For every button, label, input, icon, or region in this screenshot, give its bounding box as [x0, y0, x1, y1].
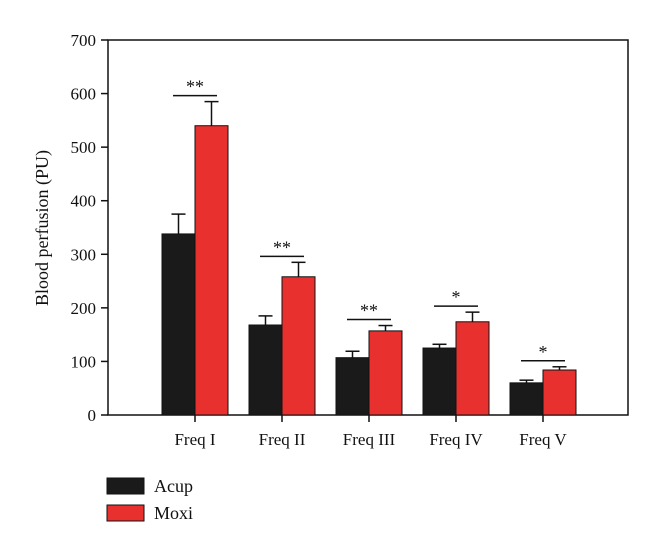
- x-tick-label: Freq V: [519, 430, 567, 449]
- significance-markers: ********: [173, 77, 565, 362]
- legend-swatch-acup: [106, 477, 145, 495]
- y-tick-label: 300: [71, 245, 97, 264]
- x-tick-label: Freq I: [174, 430, 215, 449]
- significance-label: **: [360, 301, 378, 321]
- bars: [161, 100, 577, 416]
- y-tick-label: 400: [71, 192, 97, 211]
- bar-moxi: [542, 369, 577, 416]
- x-axis: Freq I Freq II Freq III Freq IV Freq V: [174, 415, 567, 449]
- significance-label: **: [273, 237, 291, 257]
- y-tick-label: 700: [71, 31, 97, 50]
- bar-moxi: [281, 276, 316, 416]
- bar-moxi: [455, 321, 490, 416]
- bar-acup: [422, 347, 457, 416]
- y-tick-label: 600: [71, 85, 97, 104]
- y-axis-title: Blood perfusion (PU): [32, 150, 53, 306]
- significance-label: *: [452, 287, 461, 307]
- x-tick-label: Freq II: [259, 430, 306, 449]
- legend-label-moxi: Moxi: [154, 503, 193, 523]
- y-tick-label: 0: [88, 406, 97, 425]
- bar-acup: [509, 382, 544, 416]
- bar-acup: [248, 324, 283, 416]
- legend-swatch-moxi: [106, 504, 145, 522]
- legend-label-acup: Acup: [154, 476, 193, 496]
- x-tick-label: Freq IV: [429, 430, 483, 449]
- bar-acup: [335, 357, 370, 416]
- x-tick-label: Freq III: [343, 430, 396, 449]
- y-tick-label: 200: [71, 299, 97, 318]
- bar-moxi: [194, 125, 229, 416]
- y-tick-label: 500: [71, 138, 97, 157]
- bar-moxi: [368, 330, 403, 416]
- y-tick-label: 100: [71, 352, 97, 371]
- significance-label: **: [186, 77, 204, 97]
- bar-acup: [161, 233, 196, 416]
- significance-label: *: [539, 342, 548, 362]
- legend: Acup Moxi: [106, 476, 193, 523]
